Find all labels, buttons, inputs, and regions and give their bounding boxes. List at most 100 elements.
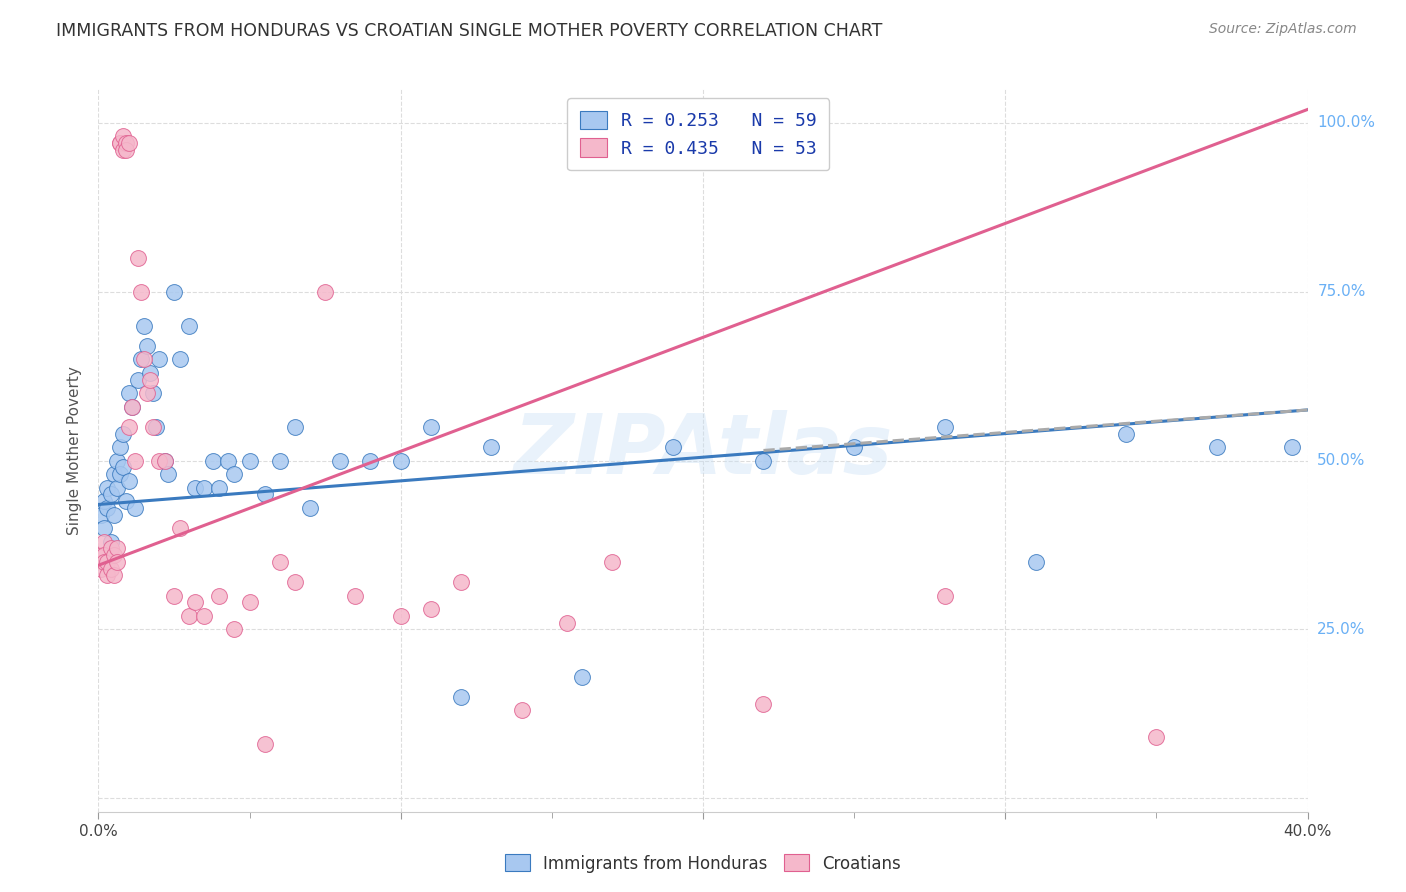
Point	[148, 352, 170, 367]
Point	[179, 608, 201, 623]
Point	[135, 339, 157, 353]
Point	[420, 420, 443, 434]
Point	[114, 143, 136, 157]
Point	[127, 373, 149, 387]
Point	[420, 602, 443, 616]
Point	[93, 534, 115, 549]
Point	[145, 420, 167, 434]
Point	[139, 366, 162, 380]
Point	[661, 440, 683, 454]
Point	[239, 453, 262, 467]
Text: 75.0%: 75.0%	[1317, 285, 1365, 300]
Point	[169, 521, 191, 535]
Point	[93, 548, 115, 562]
Point	[344, 589, 367, 603]
Point	[114, 136, 136, 151]
Point	[108, 136, 131, 151]
Point	[163, 285, 186, 299]
Point	[934, 420, 956, 434]
Y-axis label: Single Mother Poverty: Single Mother Poverty	[67, 366, 83, 535]
Point	[111, 129, 134, 144]
Point	[389, 608, 412, 623]
Point	[96, 500, 118, 515]
Point	[299, 500, 322, 515]
Point	[169, 352, 191, 367]
Point	[108, 467, 131, 481]
Point	[208, 589, 231, 603]
Text: IMMIGRANTS FROM HONDURAS VS CROATIAN SINGLE MOTHER POVERTY CORRELATION CHART: IMMIGRANTS FROM HONDURAS VS CROATIAN SIN…	[56, 22, 883, 40]
Text: 25.0%: 25.0%	[1317, 622, 1365, 637]
Point	[90, 508, 112, 522]
Point	[217, 453, 239, 467]
Point	[121, 400, 143, 414]
Point	[450, 575, 472, 590]
Point	[105, 481, 128, 495]
Point	[934, 589, 956, 603]
Point	[103, 548, 125, 562]
Point	[153, 453, 176, 467]
Point	[224, 467, 246, 481]
Point	[1206, 440, 1229, 454]
Point	[90, 561, 112, 575]
Point	[118, 386, 141, 401]
Point	[124, 500, 146, 515]
Point	[118, 136, 141, 151]
Point	[253, 487, 276, 501]
Point	[105, 555, 128, 569]
Point	[142, 386, 165, 401]
Point	[148, 453, 170, 467]
Point	[224, 623, 246, 637]
Legend: R = 0.253   N = 59, R = 0.435   N = 53: R = 0.253 N = 59, R = 0.435 N = 53	[567, 98, 830, 170]
Point	[127, 251, 149, 265]
Point	[163, 589, 186, 603]
Point	[118, 474, 141, 488]
Point	[184, 595, 207, 609]
Point	[93, 555, 115, 569]
Point	[510, 703, 533, 717]
Point	[139, 373, 162, 387]
Point	[114, 494, 136, 508]
Point	[129, 285, 152, 299]
Point	[118, 420, 141, 434]
Point	[111, 460, 134, 475]
Point	[269, 555, 291, 569]
Point	[602, 555, 624, 569]
Point	[96, 568, 118, 582]
Point	[142, 420, 165, 434]
Point	[100, 561, 122, 575]
Point	[108, 136, 131, 151]
Point	[100, 487, 122, 501]
Point	[1115, 426, 1137, 441]
Legend: Immigrants from Honduras, Croatians: Immigrants from Honduras, Croatians	[498, 847, 908, 880]
Point	[844, 440, 866, 454]
Point	[111, 143, 134, 157]
Text: ZIPAtlas: ZIPAtlas	[513, 410, 893, 491]
Point	[184, 481, 207, 495]
Point	[193, 608, 215, 623]
Point	[450, 690, 472, 704]
Point	[156, 467, 179, 481]
Point	[129, 352, 152, 367]
Point	[90, 548, 112, 562]
Point	[253, 737, 276, 751]
Point	[96, 481, 118, 495]
Point	[208, 481, 231, 495]
Point	[93, 521, 115, 535]
Point	[103, 568, 125, 582]
Point	[103, 508, 125, 522]
Point	[752, 697, 775, 711]
Point	[121, 400, 143, 414]
Point	[1281, 440, 1303, 454]
Point	[96, 555, 118, 569]
Point	[111, 426, 134, 441]
Point	[284, 575, 307, 590]
Point	[100, 541, 122, 556]
Point	[105, 453, 128, 467]
Point	[329, 453, 352, 467]
Point	[389, 453, 412, 467]
Point	[481, 440, 503, 454]
Point	[93, 494, 115, 508]
Point	[100, 534, 122, 549]
Point	[555, 615, 578, 630]
Text: Source: ZipAtlas.com: Source: ZipAtlas.com	[1209, 22, 1357, 37]
